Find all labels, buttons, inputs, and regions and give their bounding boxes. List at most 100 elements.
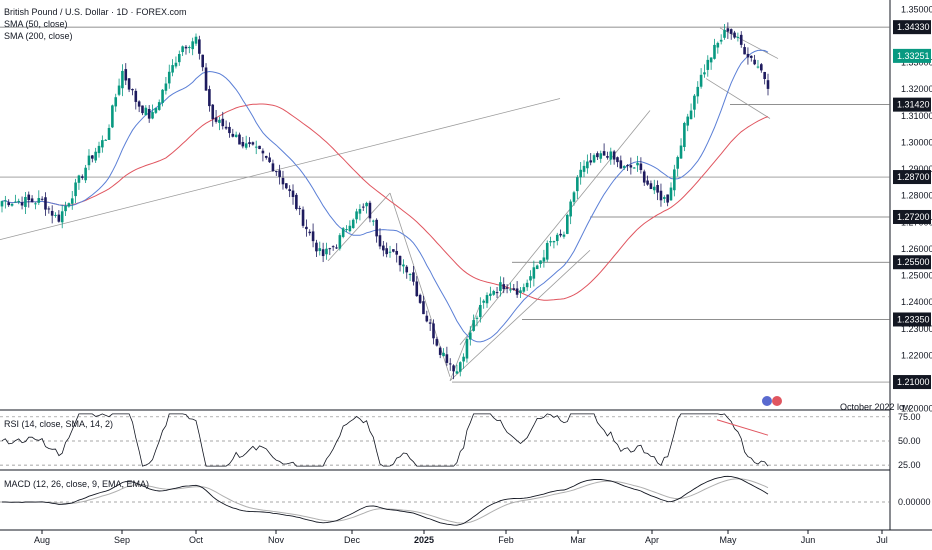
candle-body — [452, 365, 455, 372]
candle-body — [171, 65, 174, 73]
candle-body — [188, 47, 191, 49]
candle-body — [174, 62, 178, 67]
sma-50-path — [1, 49, 769, 343]
october-2022-low-annotation: October 2022 low — [840, 402, 911, 412]
x-tick-label: Apr — [645, 535, 659, 545]
candle-body — [331, 246, 335, 248]
macd-pane[interactable]: 0.00000 — [0, 475, 931, 526]
us-flag-icon[interactable] — [762, 396, 772, 406]
candle-body — [365, 202, 368, 207]
sma-200-path — [1, 103, 769, 301]
candle-body — [746, 53, 750, 58]
candles[interactable] — [0, 22, 770, 380]
candle-body — [308, 231, 312, 234]
candle-body — [582, 165, 586, 172]
candle-body — [448, 363, 452, 365]
candle-body — [639, 163, 643, 171]
candle-body — [201, 54, 204, 68]
level-badge-label: 1.28700 — [897, 172, 930, 182]
candle-body — [509, 289, 512, 291]
candle-body — [485, 295, 489, 304]
candle-body — [4, 200, 7, 202]
uk-flag-icon[interactable] — [772, 396, 782, 406]
candle-body — [94, 151, 97, 161]
candle-body — [713, 44, 716, 59]
rsi-pane[interactable]: 75.00 50.00 25.00 — [0, 412, 921, 470]
candle-body — [609, 151, 613, 160]
candle-body — [472, 320, 475, 331]
candle-body — [499, 282, 502, 291]
candle-body — [619, 160, 623, 169]
candle-body — [676, 157, 679, 169]
candle-body — [221, 118, 225, 127]
candle-body — [699, 74, 703, 87]
trendline-3 — [449, 249, 591, 382]
candle-body — [385, 248, 388, 255]
candle-body — [268, 157, 271, 163]
candle-body — [27, 194, 31, 201]
candle-body — [542, 257, 546, 262]
candle-body — [177, 54, 181, 63]
trendline-1 — [327, 192, 391, 262]
candle-body — [87, 155, 91, 166]
candle-body — [612, 151, 616, 160]
candle-body — [729, 29, 733, 34]
candle-body — [566, 214, 569, 234]
candle-body — [425, 315, 429, 322]
candle-body — [529, 276, 532, 281]
candle-body — [124, 69, 128, 81]
sma-50-legend: SMA (50, close) — [4, 19, 68, 29]
candle-body — [17, 200, 21, 202]
level-badge-bg — [893, 375, 931, 390]
candle-body — [164, 83, 168, 91]
candle-body — [34, 203, 37, 205]
candle-body — [291, 190, 295, 197]
candle-body — [442, 352, 445, 357]
candle-body — [673, 169, 676, 191]
candle-body — [458, 362, 462, 372]
horizontal-levels — [0, 26, 890, 383]
price-axis[interactable]: 1.350001.330001.320001.310001.300001.290… — [901, 4, 932, 413]
candle-body — [271, 163, 275, 172]
sma-200-legend: SMA (200, close) — [4, 31, 73, 41]
candle-body — [77, 175, 81, 183]
candle-body — [208, 89, 211, 107]
candle-body — [606, 156, 609, 158]
candle-body — [151, 112, 154, 119]
candle-body — [492, 291, 496, 295]
candle-body — [238, 134, 241, 145]
y-tick-label: 1.28000 — [901, 191, 932, 201]
candle-body — [154, 108, 158, 113]
candle-body — [161, 89, 164, 104]
level-badge-label: 1.25500 — [897, 257, 930, 267]
candle-body — [97, 145, 101, 154]
rsi-divergence-line — [716, 419, 769, 436]
candle-body — [74, 182, 77, 197]
rsi-legend: RSI (14, close, SMA, 14, 2) — [4, 419, 113, 429]
candle-body — [626, 165, 629, 167]
candle-body — [535, 265, 539, 270]
chart-title: British Pound / U.S. Dollar · 1D · FOREX… — [4, 7, 187, 17]
time-axis[interactable]: Aug Sep Oct Nov Dec 2025 Feb Mar Apr May Jun Jul — [34, 530, 888, 545]
candle-body — [569, 201, 572, 217]
candle-body — [40, 198, 44, 200]
candle-body — [127, 78, 131, 90]
sma-50-line — [1, 49, 769, 343]
candle-body — [525, 282, 529, 288]
candle-body — [281, 177, 285, 185]
trendline-5 — [719, 27, 779, 59]
y-tick-label: 1.20000 — [901, 404, 932, 414]
candle-body — [7, 202, 10, 206]
candle-body — [378, 235, 382, 247]
candle-body — [549, 241, 552, 243]
macd-zero-label: 0.00000 — [898, 497, 931, 507]
level-badge-label: 1.21000 — [897, 377, 930, 387]
candle-body — [101, 140, 104, 148]
candle-body — [328, 248, 332, 250]
candle-body — [264, 155, 268, 158]
candle-body — [20, 202, 24, 206]
candle-body — [432, 323, 435, 339]
candle-body — [131, 88, 134, 91]
candle-body — [251, 142, 255, 145]
